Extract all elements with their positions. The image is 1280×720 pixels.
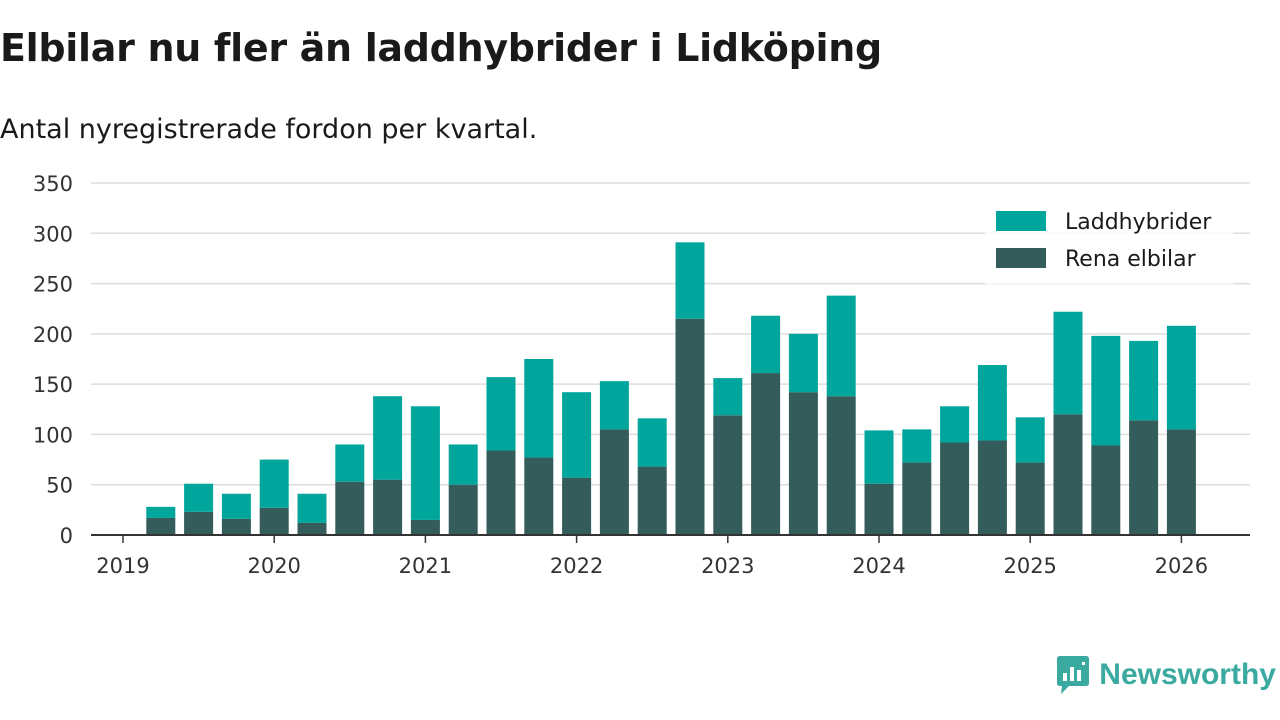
x-tick-label: 2025 bbox=[1003, 554, 1056, 578]
bar-rena-elbilar bbox=[940, 442, 970, 535]
y-tick-label: 150 bbox=[33, 373, 73, 397]
x-tick-label: 2022 bbox=[550, 554, 603, 578]
bar-rena-elbilar bbox=[675, 318, 705, 535]
x-tick-label: 2020 bbox=[247, 554, 300, 578]
bar-laddhybrider bbox=[184, 483, 214, 512]
bar-rena-elbilar bbox=[751, 373, 781, 535]
bar-laddhybrider bbox=[410, 406, 440, 520]
y-tick-label: 100 bbox=[33, 423, 73, 447]
bar-rena-elbilar bbox=[599, 429, 629, 535]
bar-laddhybrider bbox=[675, 242, 705, 319]
legend-label-laddhybrider: Laddhybrider bbox=[1065, 210, 1212, 235]
bar-rena-elbilar bbox=[826, 396, 856, 535]
chart-title: Elbilar nu fler än laddhybrider i Lidköp… bbox=[0, 26, 882, 70]
bar-laddhybrider bbox=[940, 406, 970, 443]
bar-rena-elbilar bbox=[184, 511, 214, 535]
bar-laddhybrider bbox=[1053, 311, 1083, 415]
bar-rena-elbilar bbox=[713, 415, 743, 535]
bar-rena-elbilar bbox=[1015, 462, 1045, 535]
bar-laddhybrider bbox=[864, 430, 894, 484]
bar-laddhybrider bbox=[373, 396, 403, 480]
legend-label-rena-elbilar: Rena elbilar bbox=[1065, 247, 1197, 272]
x-tick-label: 2019 bbox=[96, 554, 149, 578]
bar-rena-elbilar bbox=[221, 518, 251, 535]
x-tick-label: 2021 bbox=[399, 554, 452, 578]
bar-rena-elbilar bbox=[524, 457, 554, 535]
y-tick-label: 0 bbox=[60, 524, 73, 548]
y-tick-label: 300 bbox=[33, 222, 73, 246]
y-tick-label: 50 bbox=[46, 474, 73, 498]
bar-laddhybrider bbox=[599, 381, 629, 430]
bar-rena-elbilar bbox=[259, 507, 289, 535]
legend-swatch-rena-elbilar bbox=[996, 248, 1046, 268]
bar-laddhybrider bbox=[146, 506, 176, 518]
bar-rena-elbilar bbox=[637, 466, 667, 535]
bar-laddhybrider bbox=[221, 493, 251, 519]
bar-laddhybrider bbox=[977, 365, 1007, 441]
bar-laddhybrider bbox=[259, 459, 289, 508]
bar-rena-elbilar bbox=[1053, 414, 1083, 535]
bar-rena-elbilar bbox=[562, 477, 592, 535]
bar-laddhybrider bbox=[788, 333, 818, 393]
bar-rena-elbilar bbox=[373, 479, 403, 535]
bar-laddhybrider bbox=[902, 429, 932, 463]
bar-laddhybrider bbox=[713, 378, 743, 416]
bar-rena-elbilar bbox=[902, 462, 932, 535]
bar-laddhybrider bbox=[751, 315, 781, 374]
y-tick-label: 250 bbox=[33, 273, 73, 297]
bar-rena-elbilar bbox=[448, 484, 478, 535]
bar-laddhybrider bbox=[1166, 325, 1196, 430]
bar-rena-elbilar bbox=[864, 483, 894, 535]
bar-laddhybrider bbox=[826, 295, 856, 397]
y-tick-label: 200 bbox=[33, 323, 73, 347]
bar-rena-elbilar bbox=[1166, 429, 1196, 535]
y-tick-label: 350 bbox=[33, 172, 73, 196]
x-tick-label: 2026 bbox=[1155, 554, 1208, 578]
bar-laddhybrider bbox=[448, 444, 478, 485]
newsworthy-logo-icon bbox=[1057, 656, 1090, 694]
bar-laddhybrider bbox=[562, 392, 592, 478]
bar-rena-elbilar bbox=[146, 517, 176, 535]
bar-laddhybrider bbox=[637, 418, 667, 467]
bar-laddhybrider bbox=[1091, 335, 1121, 446]
bar-laddhybrider bbox=[335, 444, 365, 482]
bar-laddhybrider bbox=[1015, 417, 1045, 463]
bar-rena-elbilar bbox=[788, 392, 818, 535]
bar-rena-elbilar bbox=[1129, 420, 1159, 535]
bar-rena-elbilar bbox=[1091, 445, 1121, 535]
bar-rena-elbilar bbox=[486, 450, 516, 535]
legend-swatch-laddhybrider bbox=[996, 211, 1046, 231]
bar-rena-elbilar bbox=[297, 522, 327, 535]
brand-logo: Newsworthy bbox=[1055, 655, 1276, 695]
bar-laddhybrider bbox=[486, 377, 516, 451]
x-tick-label: 2023 bbox=[701, 554, 754, 578]
x-tick-label: 2024 bbox=[852, 554, 905, 578]
brand-name: Newsworthy bbox=[1099, 658, 1276, 691]
bar-laddhybrider bbox=[524, 359, 554, 458]
bar-rena-elbilar bbox=[335, 481, 365, 535]
bar-rena-elbilar bbox=[410, 519, 440, 535]
bar-rena-elbilar bbox=[977, 440, 1007, 535]
bar-laddhybrider bbox=[1129, 340, 1159, 421]
bar-laddhybrider bbox=[297, 493, 327, 523]
chart-subtitle: Antal nyregistrerade fordon per kvartal. bbox=[0, 114, 538, 145]
